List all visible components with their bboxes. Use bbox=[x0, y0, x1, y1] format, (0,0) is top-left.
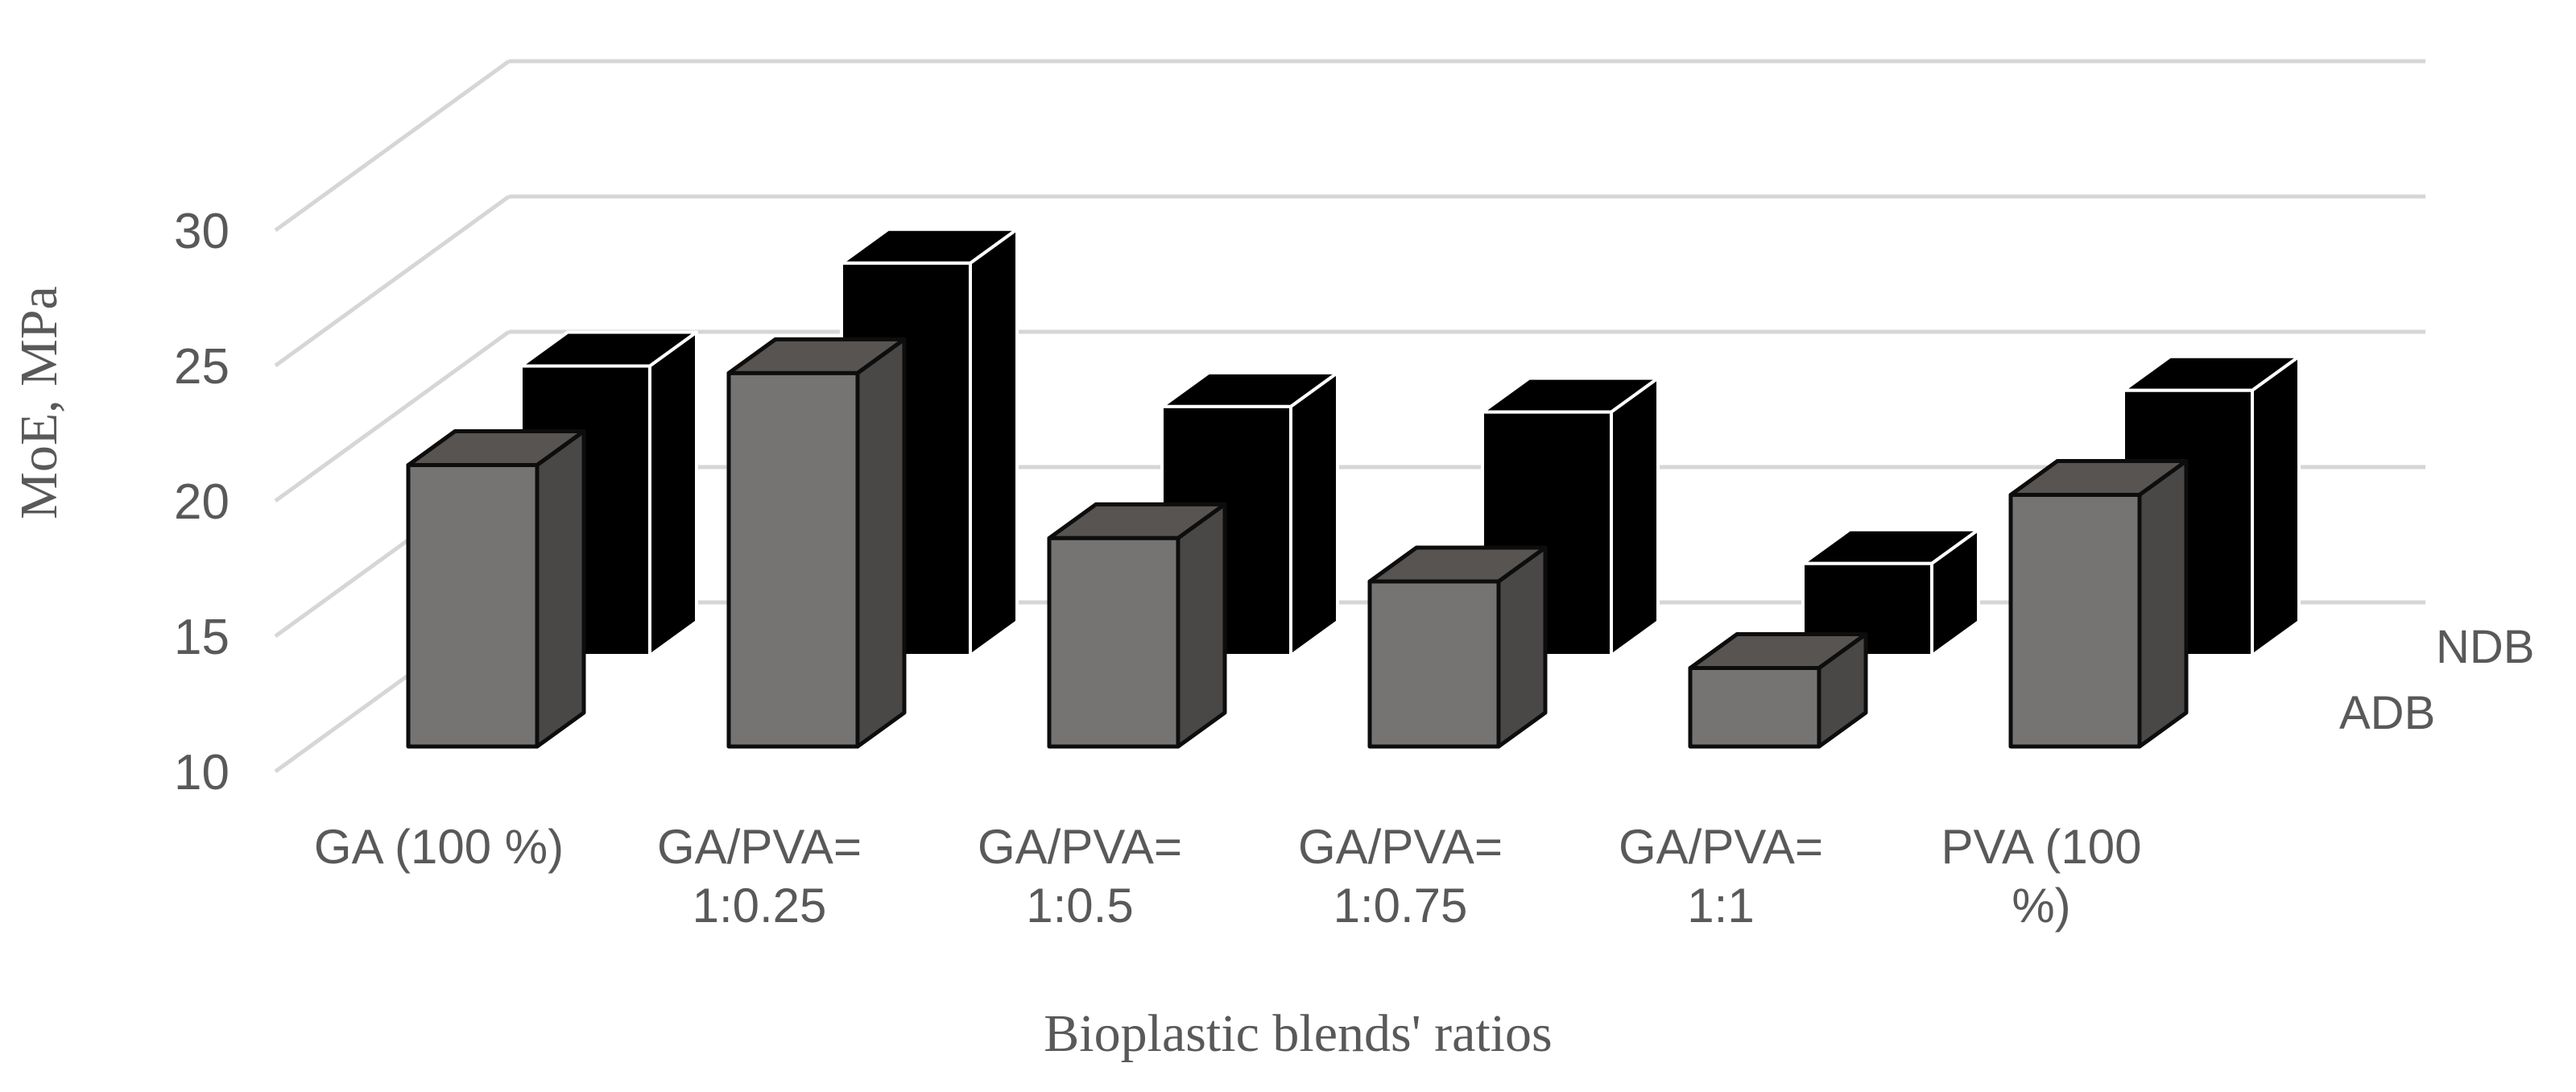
bar-side-face bbox=[2137, 459, 2189, 749]
x-cat-label-5: 1:1 bbox=[1687, 879, 1754, 933]
x-axis-title: Bioplastic blends' ratios bbox=[1044, 1004, 1552, 1063]
x-cat-label-3: GA/PVA= bbox=[978, 820, 1182, 874]
y-tick-15: 15 bbox=[174, 610, 229, 665]
y-axis-title: MoE, MPa bbox=[10, 286, 68, 519]
bar-adb-6 bbox=[2008, 459, 2189, 749]
bar-side-face bbox=[535, 429, 586, 749]
x-cat-label-3: 1:0.5 bbox=[1026, 879, 1133, 933]
bar-side-face bbox=[1496, 545, 1548, 749]
bar-front-face bbox=[726, 370, 860, 749]
bar-front-face bbox=[1047, 536, 1180, 749]
x-cat-label-2: 1:0.25 bbox=[693, 879, 827, 933]
bar-adb-4 bbox=[1367, 545, 1548, 749]
series-label-ndb: NDB bbox=[2436, 621, 2534, 673]
x-cat-label-1: GA (100 %) bbox=[314, 820, 564, 874]
bars bbox=[406, 227, 2301, 749]
x-cat-label-5: GA/PVA= bbox=[1619, 820, 1823, 874]
series-label-adb: ADB bbox=[2339, 687, 2435, 739]
bar-side-face bbox=[855, 337, 907, 749]
y-tick-20: 20 bbox=[174, 474, 229, 530]
bar-adb-2 bbox=[726, 337, 907, 749]
bar-side-face bbox=[2251, 354, 2301, 657]
bar-adb-1 bbox=[406, 429, 586, 749]
bar-adb-5 bbox=[1688, 632, 1868, 749]
bar-front-face bbox=[1367, 579, 1501, 749]
bar-front-face bbox=[1688, 666, 1821, 749]
gridline-side-25 bbox=[274, 194, 511, 368]
bar-ndb-4 bbox=[1481, 376, 1660, 657]
bar-adb-3 bbox=[1047, 502, 1227, 749]
y-tick-25: 25 bbox=[174, 339, 229, 395]
x-cat-label-4: 1:0.75 bbox=[1333, 879, 1468, 933]
x-cat-label-4: GA/PVA= bbox=[1298, 820, 1503, 874]
bar-side-face bbox=[969, 227, 1019, 657]
bar-side-face bbox=[648, 330, 698, 657]
y-tick-10: 10 bbox=[174, 745, 229, 800]
bar-side-face bbox=[1289, 370, 1339, 657]
x-cat-label-2: GA/PVA= bbox=[657, 820, 862, 874]
bar-ndb-5 bbox=[1801, 527, 1980, 657]
gridline-side-20 bbox=[274, 329, 511, 503]
bar-side-face bbox=[1176, 502, 1227, 749]
bar-front-face bbox=[406, 463, 540, 749]
bar-side-face bbox=[1610, 376, 1660, 657]
gridline-side-30 bbox=[274, 59, 511, 233]
x-cat-label-6: PVA (100 bbox=[1941, 820, 2141, 874]
y-tick-30: 30 bbox=[174, 204, 229, 259]
bar-front-face bbox=[2008, 493, 2142, 749]
x-cat-label-6: %) bbox=[2012, 879, 2070, 933]
